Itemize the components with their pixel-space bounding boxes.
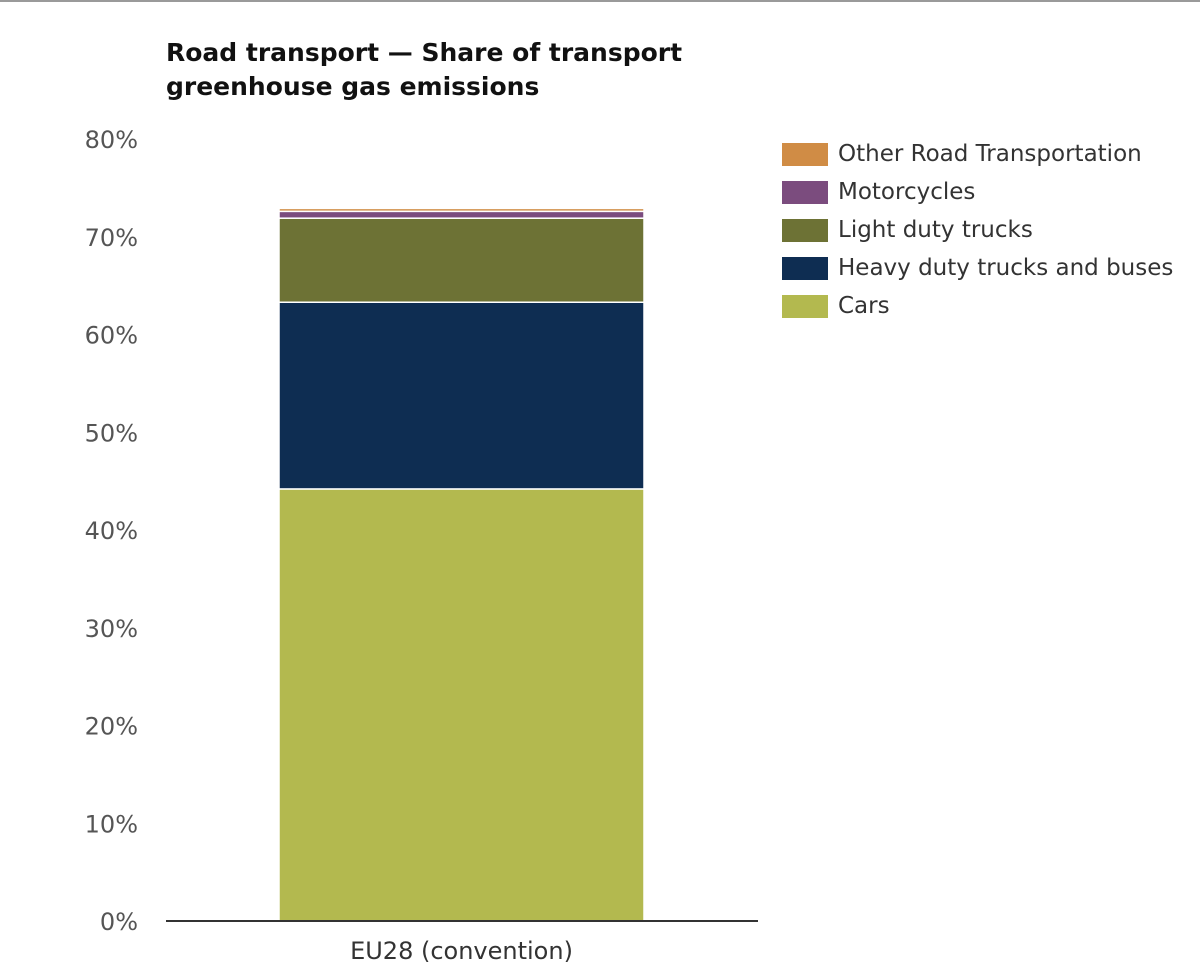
y-tick-label: 0% (100, 908, 138, 936)
y-tick-label: 60% (85, 322, 138, 350)
legend-swatch (782, 256, 828, 280)
top-border (0, 0, 1200, 2)
legend-swatch (782, 218, 828, 242)
legend-label: Other Road Transportation (838, 141, 1142, 167)
y-tick-label: 10% (85, 810, 138, 838)
y-tick-label: 70% (85, 224, 138, 252)
legend-label: Heavy duty trucks and buses (838, 255, 1174, 281)
x-category-label: EU28 (convention) (350, 937, 573, 965)
y-tick-label: 80% (85, 126, 138, 154)
legend-item[interactable]: Cars (782, 287, 1173, 325)
bar-segment-heavy-duty-trucks-and-buses[interactable] (278, 301, 645, 490)
bar-stack (278, 207, 645, 922)
x-axis: EU28 (convention) (350, 937, 573, 965)
legend: Other Road Transportation Motorcycles Ligh… (782, 135, 1173, 325)
legend-item[interactable]: Light duty trucks (782, 211, 1173, 249)
bar-segment-light-duty-trucks[interactable] (278, 217, 645, 303)
legend-item[interactable]: Motorcycles (782, 173, 1173, 211)
legend-swatch (782, 294, 828, 318)
chart-title: Road transport — Share of transport gree… (166, 38, 683, 101)
y-axis: 0% 10% 20% 30% 40% 50% 60% 70% 80% (85, 126, 138, 936)
legend-item[interactable]: Other Road Transportation (782, 135, 1173, 173)
y-tick-label: 30% (85, 615, 138, 643)
legend-label: Light duty trucks (838, 217, 1033, 243)
legend-swatch (782, 142, 828, 166)
legend-label: Cars (838, 293, 890, 319)
y-tick-label: 40% (85, 517, 138, 545)
bar-segment-motorcycles[interactable] (278, 210, 645, 219)
legend-label: Motorcycles (838, 179, 976, 205)
y-tick-label: 20% (85, 713, 138, 741)
bar-segment-cars[interactable] (278, 488, 645, 922)
legend-item[interactable]: Heavy duty trucks and buses (782, 249, 1173, 287)
legend-swatch (782, 180, 828, 204)
y-tick-label: 50% (85, 419, 138, 447)
bar-segment-other-road-transportation[interactable] (278, 207, 645, 213)
